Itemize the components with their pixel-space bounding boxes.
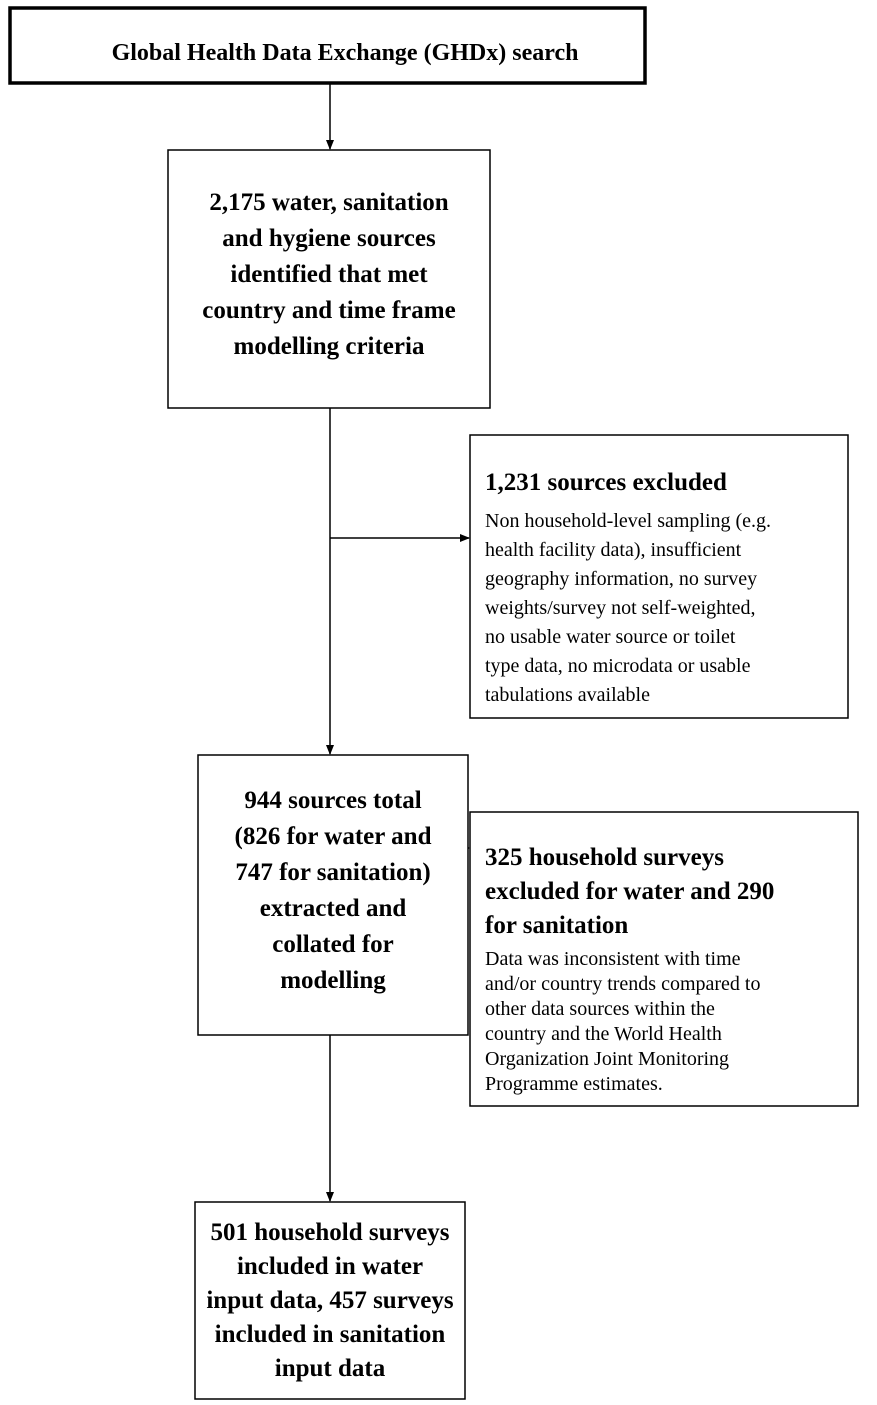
node-text: modelling criteria bbox=[234, 333, 425, 360]
node-text: no usable water source or toilet bbox=[485, 626, 736, 648]
node-text: 944 sources total bbox=[244, 787, 421, 814]
node-text: 747 for sanitation) bbox=[235, 859, 430, 886]
node-text: extracted and bbox=[260, 895, 407, 922]
node-text: input data, 457 surveys bbox=[206, 1287, 454, 1314]
node-box bbox=[197, 754, 469, 1036]
node-text: Organization Joint Monitoring bbox=[485, 1048, 729, 1070]
node-text: and hygiene sources bbox=[222, 225, 436, 252]
node-text: included in water bbox=[237, 1253, 423, 1280]
node-text: 325 household surveys bbox=[485, 844, 724, 871]
node-box bbox=[194, 1201, 466, 1400]
node-text: country and the World Health bbox=[485, 1023, 722, 1045]
node-text: Non household-level sampling (e.g. bbox=[485, 510, 771, 532]
node-text: 1,231 sources excluded bbox=[485, 469, 727, 496]
node-text: 501 household surveys bbox=[211, 1219, 450, 1246]
node-text: type data, no microdata or usable bbox=[485, 655, 751, 677]
node-box bbox=[167, 149, 491, 409]
node-text: (826 for water and bbox=[235, 823, 432, 850]
node-text: other data sources within the bbox=[485, 998, 715, 1020]
node-text: identified that met bbox=[230, 261, 428, 288]
node-text: and/or country trends compared to bbox=[485, 973, 760, 995]
node-text: health facility data), insufficient bbox=[485, 539, 742, 561]
node-text: Programme estimates. bbox=[485, 1073, 663, 1095]
node-text: country and time frame bbox=[202, 297, 455, 324]
node-box bbox=[469, 434, 849, 719]
labels: Global Health Data Exchange (GHDx) searc… bbox=[112, 40, 775, 1382]
node-box bbox=[8, 6, 647, 85]
node-text: collated for bbox=[272, 931, 393, 958]
node-text: tabulations available bbox=[485, 684, 650, 706]
node-text: geography information, no survey bbox=[485, 568, 757, 590]
node-text: input data bbox=[275, 1355, 386, 1382]
node-text: excluded for water and 290 bbox=[485, 878, 774, 905]
node-text: modelling bbox=[280, 967, 386, 994]
node-text: for sanitation bbox=[485, 912, 628, 939]
node-text: 2,175 water, sanitation bbox=[209, 189, 448, 216]
node-text: included in sanitation bbox=[215, 1321, 446, 1348]
node-text: weights/survey not self-weighted, bbox=[485, 597, 756, 619]
node-text: Data was inconsistent with time bbox=[485, 948, 741, 970]
node-box bbox=[469, 811, 859, 1107]
node-text: Global Health Data Exchange (GHDx) searc… bbox=[112, 40, 579, 66]
